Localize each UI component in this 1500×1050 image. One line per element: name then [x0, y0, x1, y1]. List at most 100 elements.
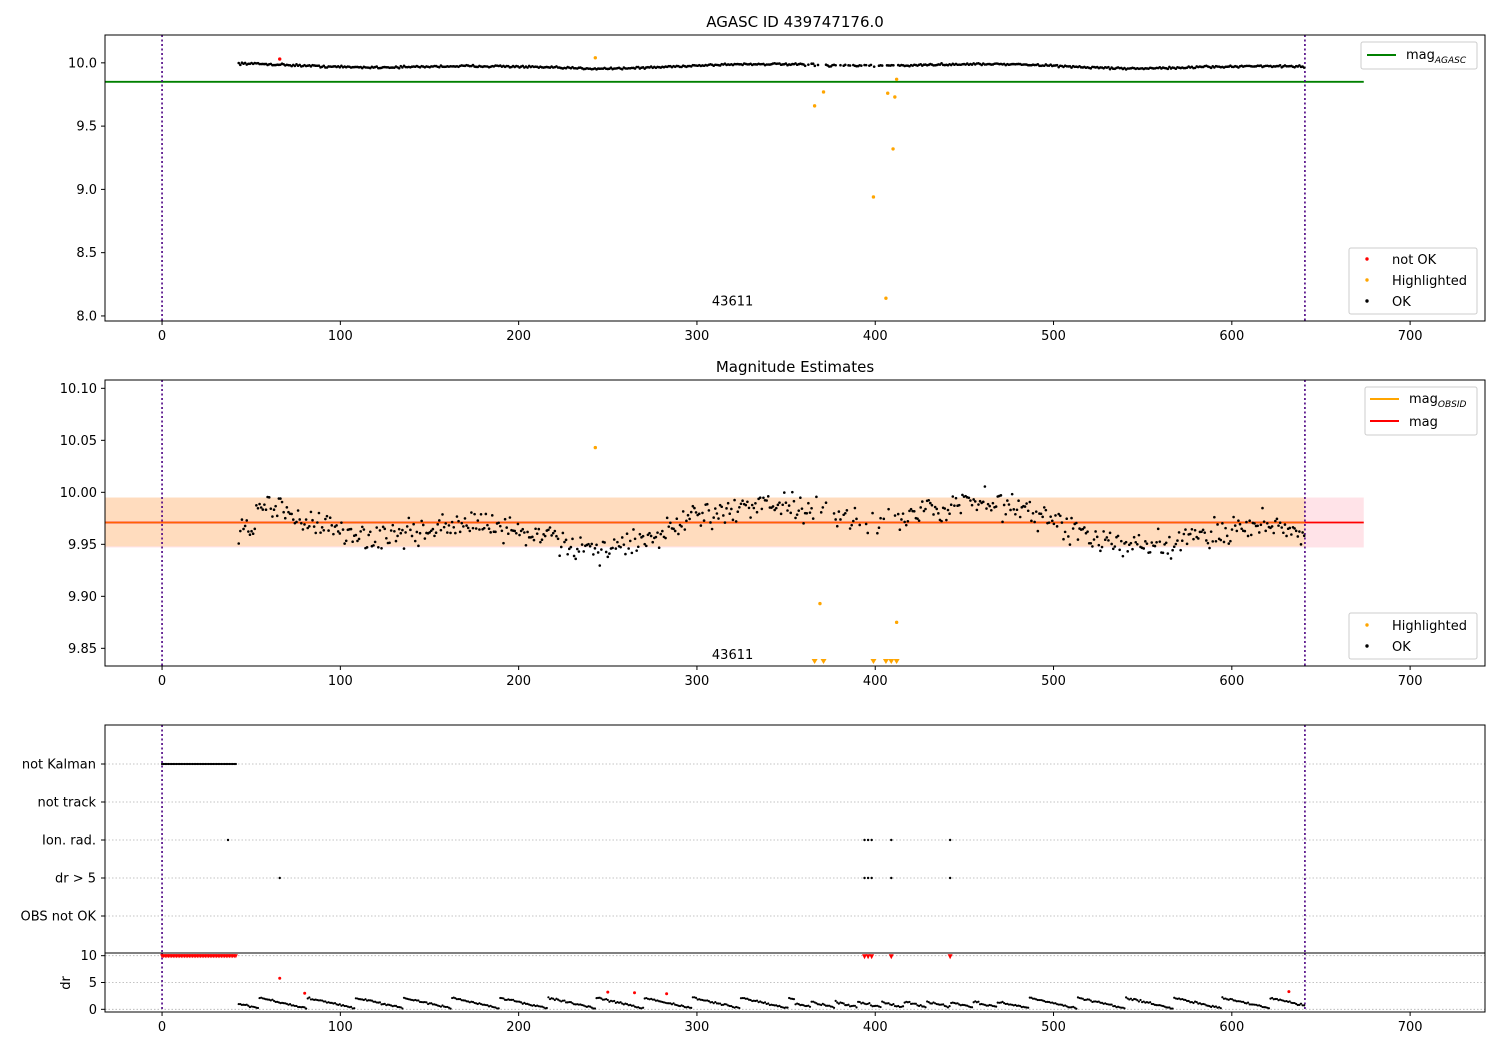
dr-ok-point [1001, 1000, 1004, 1003]
estimates-ok-point [901, 512, 905, 515]
estimates-ok-point [776, 503, 780, 507]
dr-ok-point [1100, 1001, 1104, 1004]
estimates-ok-point [1044, 508, 1048, 512]
agasc-highlighted-point [821, 90, 826, 94]
estimates-ok-point [1030, 519, 1033, 523]
dr-ok-point [354, 997, 357, 1000]
estimates-ok-point [1229, 539, 1232, 543]
estimates-ok-point [421, 523, 425, 527]
estimates-ok-point [1290, 533, 1293, 536]
estimates-ok-point [385, 536, 388, 540]
dr-ok-point [293, 1004, 296, 1008]
dr-ok-point [608, 1000, 611, 1003]
dr-ok-point [489, 1004, 492, 1007]
dr-xtick-label: 400 [863, 1020, 888, 1035]
flags-point [170, 762, 173, 766]
dr-not-ok-marker [947, 954, 953, 960]
estimates-clipped-marker [888, 659, 895, 664]
dr-ok-point [499, 996, 502, 1000]
flags-point [191, 762, 194, 766]
estimates-ok-point [994, 505, 998, 508]
dr-ok-point [739, 997, 743, 1000]
estimates-ok-point [954, 496, 958, 500]
estimates-ok-point [981, 500, 985, 504]
estimates-ok-point [1119, 539, 1123, 543]
estimates-ok-point [1161, 551, 1165, 555]
estimates-ok-point [550, 534, 553, 537]
estimates-ok-point [1153, 544, 1157, 548]
estimates-ok-point [259, 506, 263, 509]
estimates-ok-point [300, 521, 303, 525]
estimates-ok-point [1070, 516, 1073, 520]
estimates-ok-point [564, 538, 568, 542]
dr-ok-point [637, 1006, 640, 1009]
estimates-ok-point [1071, 527, 1075, 530]
estimates-ok-point [360, 525, 364, 529]
dr-ok-point [454, 997, 457, 1000]
estimates-ok-point [604, 550, 608, 554]
estimates-ok-point [457, 519, 460, 523]
dr-ok-point [569, 1001, 572, 1004]
estimates-ok-point [317, 511, 321, 515]
dr-ok-point [1195, 1001, 1198, 1004]
dr-ok-point [855, 1006, 858, 1009]
estimates-ok-point [548, 526, 552, 529]
estimates-ok-point [792, 499, 796, 503]
estimates-ok-point [303, 523, 306, 526]
dr-ok-point [1030, 996, 1033, 999]
estimates-ok-point [707, 509, 711, 512]
dr-ok-point [457, 997, 460, 1001]
estimates-ok-point [1158, 540, 1162, 543]
estimates-ok-point [389, 529, 393, 532]
estimates-ok-point [322, 529, 326, 532]
dr-ok-point [1036, 998, 1039, 1002]
dr-ok-point [670, 1003, 674, 1006]
dr-ok-point [415, 999, 418, 1002]
flags-category-label: OBS not OK [21, 910, 97, 925]
agasc-xtick-label: 0 [158, 329, 166, 344]
estimates-ok-point [1010, 492, 1014, 496]
estimates-ok-point [1145, 542, 1149, 545]
dr-ok-point [749, 998, 752, 1002]
agasc-ok-point [872, 65, 876, 68]
estimates-ok-point [296, 509, 300, 512]
dr-ok-point [343, 1004, 346, 1008]
estimates-ok-point [1256, 524, 1259, 528]
dr-ok-point [1250, 1003, 1253, 1006]
dr-ok-point [508, 998, 512, 1001]
estimates-ok-point [447, 524, 451, 527]
estimates-xtick-label: 100 [328, 674, 353, 689]
estimates-ok-point [893, 514, 897, 517]
estimates-ok-point [1095, 535, 1099, 539]
estimates-ok-point [436, 523, 440, 526]
estimates-ok-point [1278, 521, 1282, 525]
estimates-ok-point [438, 519, 441, 522]
estimates-ok-point [685, 519, 688, 523]
flags-point [220, 762, 223, 766]
dr-ok-point [349, 1005, 353, 1008]
dr-ok-point [367, 999, 370, 1002]
dr-ok-point [914, 1002, 917, 1005]
estimates-ok-point [1131, 547, 1134, 551]
flags-point [234, 762, 237, 766]
flags-point [226, 762, 229, 766]
flags-point [180, 762, 183, 766]
dr-ok-point [1157, 1004, 1160, 1007]
dr-ok-point [773, 1004, 776, 1007]
estimates-ok-point [397, 527, 401, 531]
estimates-ok-point [680, 525, 683, 528]
estimates-ok-point [1164, 541, 1168, 545]
dr-ok-point [1248, 1003, 1251, 1006]
estimates-ok-point [771, 505, 775, 508]
dr-ok-point [495, 1007, 499, 1010]
estimates-ok-point [572, 554, 576, 558]
estimates-ok-point [280, 500, 284, 504]
dr-ok-point [394, 1004, 398, 1008]
estimates-ok-point [953, 504, 956, 507]
dr-ok-point [1301, 1004, 1304, 1007]
estimates-ok-point [340, 521, 343, 524]
dr-ok-point [682, 1004, 685, 1008]
estimates-ok-point [304, 518, 308, 521]
dr-ok-point [1165, 1006, 1168, 1009]
estimates-ok-point [1177, 531, 1181, 534]
